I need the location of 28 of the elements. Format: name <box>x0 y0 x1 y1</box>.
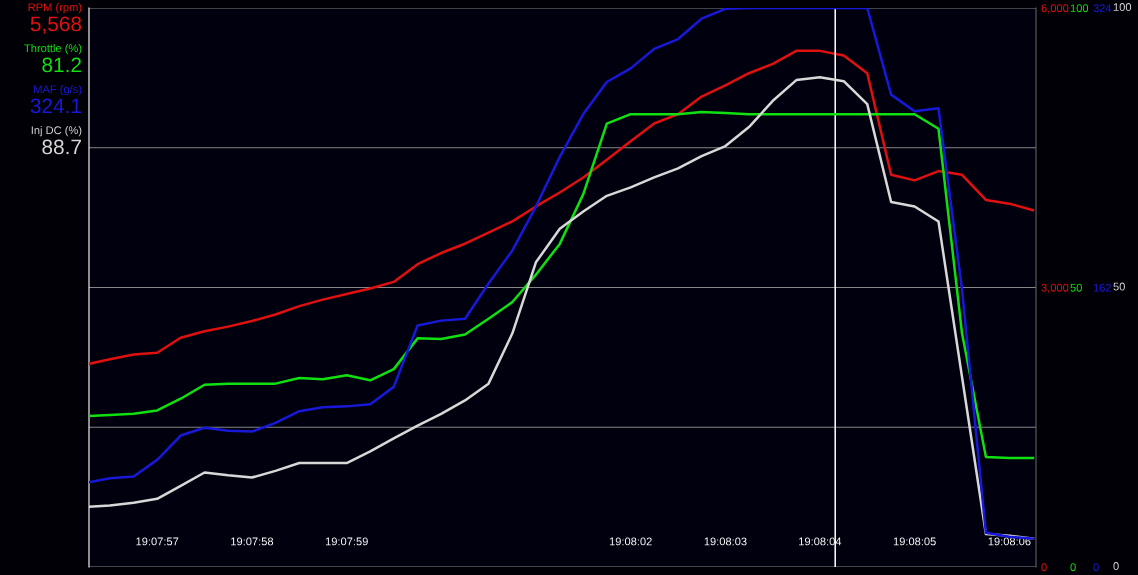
y-tick-label: 3,000 <box>1041 283 1069 293</box>
x-tick-label: 19:08:05 <box>893 537 936 546</box>
text: 324.1 <box>30 98 81 114</box>
y3-tick-label: 0 <box>1093 563 1099 572</box>
text: RPM (rpm) <box>28 3 82 14</box>
line-series <box>89 110 1035 460</box>
text: 88.7 <box>42 139 81 155</box>
text: 5,568 <box>30 16 82 34</box>
y3-tick-label: 324 <box>1093 4 1112 13</box>
x-tick-label: 19:07:59 <box>325 537 368 546</box>
x-tick-label: 19:07:57 <box>136 537 179 546</box>
x-tick-label: 19:08:02 <box>609 537 652 546</box>
x-tick-label: 19:08:03 <box>704 537 747 546</box>
y-tick-label: 6,000 <box>1041 4 1069 14</box>
y-tick-label: 0 <box>1041 563 1047 572</box>
line-series <box>89 49 1035 366</box>
text: Inj DC (%) <box>31 126 82 137</box>
y2-tick-label: 100 <box>1070 4 1089 13</box>
y3-tick-label: 162 <box>1093 283 1111 292</box>
y2-tick-label: 50 <box>1070 283 1082 292</box>
x-tick-label: 19:07:58 <box>231 537 274 546</box>
text: Throttle (%) <box>24 44 82 55</box>
text: 50 <box>1113 282 1125 291</box>
y2-tick-label: 0 <box>1070 563 1076 572</box>
text: 100 <box>1113 3 1132 11</box>
text: MAF (g/s) <box>34 85 82 96</box>
text: 0 <box>1113 562 1119 570</box>
text: 81.2 <box>42 57 81 73</box>
